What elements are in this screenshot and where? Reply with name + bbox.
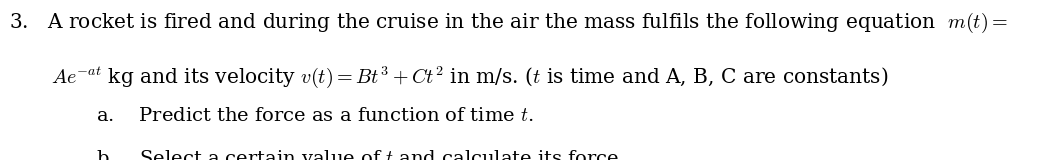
Text: a.    Predict the force as a function of time $t$.: a. Predict the force as a function of ti… <box>96 107 533 125</box>
Text: 3.   A rocket is fired and during the cruise in the air the mass fulfils the fol: 3. A rocket is fired and during the crui… <box>9 11 1008 35</box>
Text: $Ae^{-at}$ kg and its velocity $v(t) = Bt^3 + Ct^2$ in m/s. ($t$ is time and A, : $Ae^{-at}$ kg and its velocity $v(t) = B… <box>51 64 888 90</box>
Text: b.    Select a certain value of $t$ and calculate its force.: b. Select a certain value of $t$ and cal… <box>96 150 625 160</box>
